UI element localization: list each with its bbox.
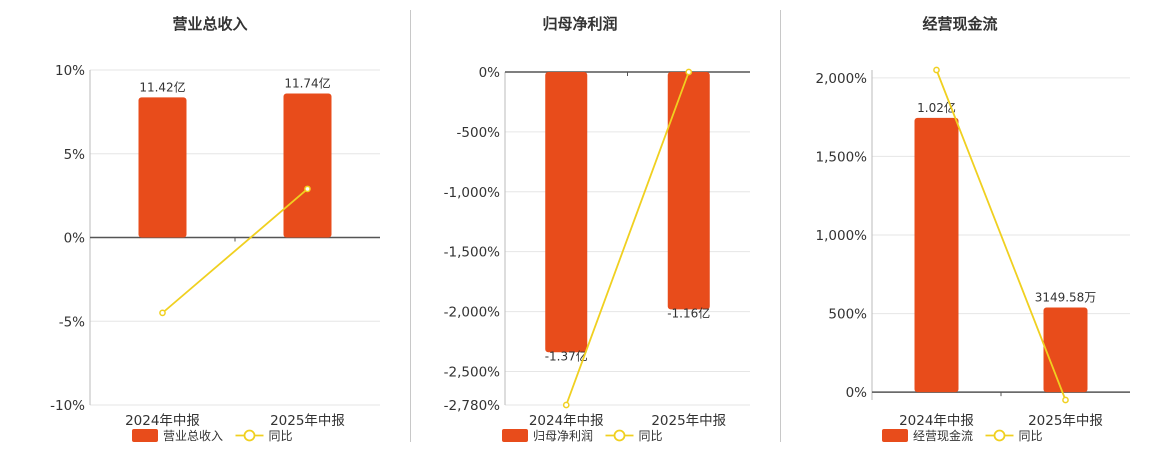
- x-category-label: 2024年中报: [125, 413, 200, 429]
- y-tick-label: 500%: [828, 307, 867, 323]
- x-category-label: 2025年中报: [651, 413, 726, 429]
- y-tick-label: -10%: [50, 398, 85, 414]
- yoy-line: [935, 69, 1067, 401]
- chart-title: 营业总收入: [172, 15, 247, 33]
- x-category-label: 2025年中报: [1028, 413, 1103, 429]
- bar-value-label: -1.37亿: [545, 348, 588, 363]
- legend: 经营现金流 同比: [882, 428, 1043, 443]
- legend-line-label: 同比: [269, 429, 293, 443]
- legend-line-marker: [613, 429, 626, 442]
- y-tick-label: 0%: [64, 231, 86, 247]
- bar-value-label: 1.02亿: [917, 100, 956, 115]
- y-tick-label: -5%: [59, 314, 85, 330]
- y-tick-label: 0%: [479, 65, 501, 81]
- y-tick-label: -1,500%: [444, 245, 501, 261]
- yoy-point: [933, 66, 940, 74]
- legend: 营业总收入 同比: [132, 429, 293, 443]
- bar: [914, 117, 959, 393]
- legend: 归母净利润 同比: [502, 429, 663, 443]
- y-tick-label: 5%: [64, 147, 86, 163]
- legend-bar-label: 营业总收入: [163, 429, 223, 443]
- bar-value-label: 11.42亿: [139, 79, 185, 94]
- chart-title: 经营现金流: [922, 15, 997, 33]
- x-category-label: 2024年中报: [899, 413, 974, 429]
- yoy-point: [1062, 396, 1069, 404]
- yoy-point: [304, 185, 311, 193]
- y-tick-label: 1,000%: [816, 228, 868, 244]
- bar-value-label: 11.74亿: [284, 75, 330, 90]
- legend-bar-label: 经营现金流: [913, 428, 973, 443]
- legend-line-marker: [243, 429, 256, 442]
- y-tick-label: -500%: [457, 125, 501, 141]
- x-category-label: 2024年中报: [529, 413, 604, 429]
- legend-line-label: 同比: [639, 429, 663, 443]
- yoy-line: [161, 188, 309, 314]
- x-category-label: 2025年中报: [270, 413, 345, 429]
- y-tick-label: -1,000%: [444, 185, 501, 201]
- bar-value-label: 3149.58万: [1035, 290, 1097, 304]
- y-tick-label: 0%: [846, 385, 868, 401]
- legend-bar-swatch: [502, 429, 528, 442]
- y-tick-label: 1,500%: [816, 149, 868, 165]
- y-tick-label: 2,000%: [816, 71, 868, 87]
- bar: [1043, 307, 1088, 393]
- chart-panel-3: 经营现金流 2,000% 1,500% 1,000% 500% 0% 2024年中报 2025…: [816, 15, 1130, 443]
- bar: [667, 72, 710, 310]
- yoy-line: [565, 71, 690, 406]
- chart-panel-2: 归母净利润 0% -500% -1,000% -1,500% -2,000% -2,500%…: [444, 15, 750, 443]
- bar: [545, 72, 588, 353]
- legend-bar-swatch: [132, 429, 158, 442]
- y-tick-label: -2,780%: [444, 398, 501, 414]
- legend-bar-label: 归母净利润: [533, 429, 593, 443]
- bar: [283, 93, 332, 238]
- y-tick-label: -2,000%: [444, 305, 501, 321]
- y-tick-label: -2,500%: [444, 364, 501, 380]
- chart-panel-1: 营业总收入 10% 5% 0% -5% -10% 2024年中报 2025年中报 11.42亿 1…: [50, 15, 380, 443]
- legend-line-marker: [993, 429, 1006, 442]
- legend-line-label: 同比: [1019, 429, 1043, 443]
- chart-title: 归母净利润: [542, 15, 617, 33]
- bar: [138, 97, 187, 238]
- bar-value-label: -1.16亿: [667, 305, 710, 320]
- legend-bar-swatch: [882, 429, 908, 442]
- yoy-point: [685, 68, 693, 76]
- yoy-point: [562, 401, 570, 409]
- yoy-point: [159, 309, 166, 317]
- y-tick-label: 10%: [55, 63, 85, 79]
